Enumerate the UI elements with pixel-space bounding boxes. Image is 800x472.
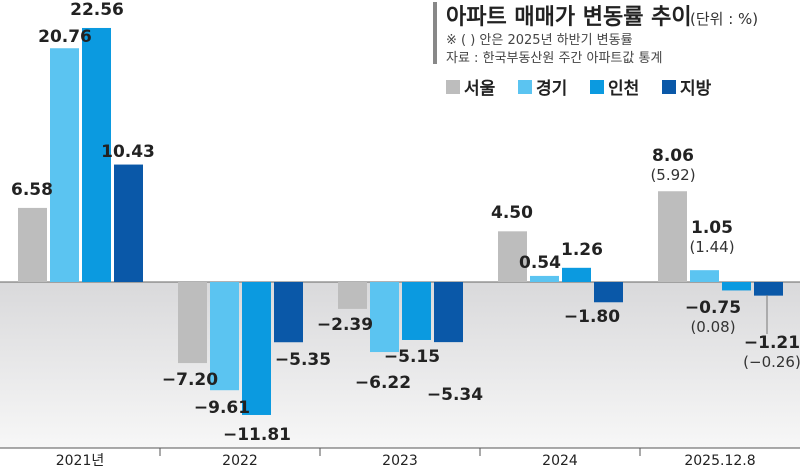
bar-인천-2023 <box>402 282 431 340</box>
data-label: 20.76 <box>38 27 92 47</box>
bar-지방-2023 <box>434 282 463 343</box>
bar-서울-2022 <box>178 282 207 364</box>
data-label: −0.75 <box>685 298 741 318</box>
bar-서울-2025.12.8 <box>658 191 687 282</box>
h2-2025-label: (5.92) <box>650 166 695 184</box>
data-label: 10.43 <box>101 142 155 162</box>
data-label: 0.54 <box>519 253 561 273</box>
x-tick-label: 2024 <box>542 453 578 468</box>
bar-인천-2024 <box>562 267 591 282</box>
x-tick-label: 2022 <box>222 453 258 468</box>
data-label: 4.50 <box>491 203 533 223</box>
h2-2025-label: (0.08) <box>690 318 735 336</box>
bar-서울-2023 <box>338 282 367 309</box>
h2-2025-label: (1.44) <box>689 238 734 256</box>
bar-인천-2025.12.8 <box>722 282 751 291</box>
bar-지방-2024 <box>594 282 623 303</box>
data-label: −5.35 <box>275 350 331 370</box>
data-label: −1.21 <box>744 333 800 353</box>
negative-area-background <box>0 282 800 448</box>
bar-경기-2021년 <box>50 48 79 282</box>
legend-swatch <box>662 80 676 94</box>
chart-note: ※ ( ) 안은 2025년 하반기 변동률 <box>446 33 633 48</box>
data-label: 1.05 <box>691 218 733 238</box>
bar-인천-2022 <box>242 282 271 415</box>
data-label: −2.39 <box>317 315 373 335</box>
x-tick-label: 2025.12.8 <box>684 453 755 468</box>
data-label: −7.20 <box>162 370 218 390</box>
data-label: 8.06 <box>652 146 694 166</box>
bar-경기-2022 <box>210 282 239 391</box>
title-accent-bar <box>433 2 437 64</box>
data-label: −5.15 <box>384 347 440 367</box>
data-label: −6.22 <box>355 373 411 393</box>
legend-label: 지방 <box>680 79 712 99</box>
x-tick-label: 2021년 <box>56 453 105 468</box>
x-tick-label: 2023 <box>382 453 418 468</box>
legend-swatch <box>590 80 604 94</box>
bar-서울-2024 <box>498 231 527 282</box>
bar-지방-2025.12.8 <box>754 282 783 296</box>
legend-label: 경기 <box>536 79 567 99</box>
bar-경기-2024 <box>530 275 559 282</box>
data-label: −11.81 <box>223 425 291 445</box>
legend-swatch <box>446 80 460 94</box>
data-label: −9.61 <box>194 398 250 418</box>
data-label: −1.80 <box>564 307 620 327</box>
legend-label: 서울 <box>464 79 496 99</box>
h2-2025-label: (−0.26) <box>743 353 800 371</box>
legend-swatch <box>518 80 532 94</box>
chart-title: 아파트 매매가 변동률 추이 <box>446 5 692 30</box>
legend-label: 인천 <box>608 79 639 99</box>
data-label: 1.26 <box>561 240 603 260</box>
bar-서울-2021년 <box>18 207 47 282</box>
data-label: 22.56 <box>70 0 124 20</box>
bar-지방-2022 <box>274 282 303 343</box>
bar-지방-2021년 <box>114 164 143 282</box>
bar-인천-2021년 <box>82 27 111 283</box>
data-label: 6.58 <box>11 180 53 200</box>
bar-경기-2025.12.8 <box>690 270 719 282</box>
legend: 서울 경기 인천 지방 <box>446 79 712 99</box>
bar-경기-2023 <box>370 282 399 353</box>
unit-note: (단위 : %) <box>690 10 758 28</box>
chart-source: 자료 : 한국부동산원 주간 아파트값 통계 <box>446 51 662 66</box>
data-label: −5.34 <box>427 385 483 405</box>
